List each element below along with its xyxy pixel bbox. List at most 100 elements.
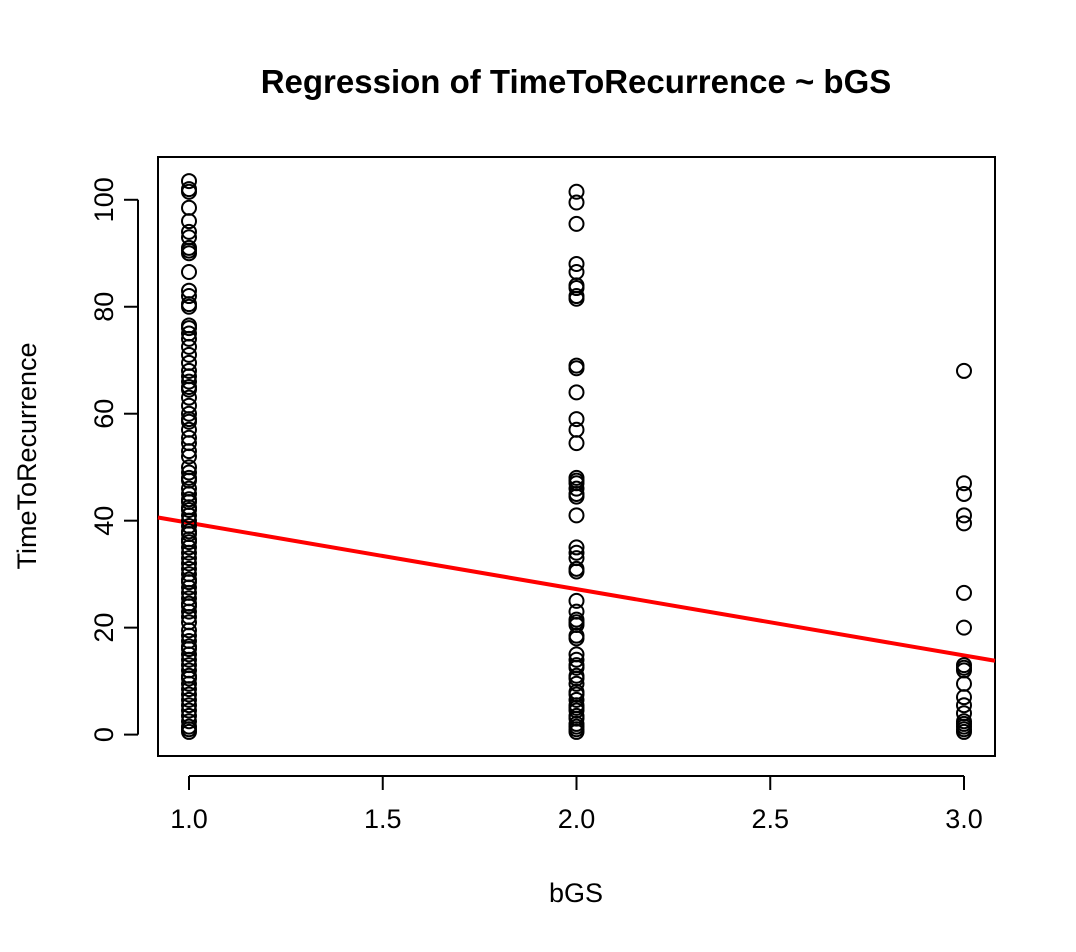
data-point	[568, 255, 585, 272]
data-point	[181, 245, 197, 262]
data-point	[181, 675, 197, 692]
data-point	[568, 215, 585, 232]
data-point	[568, 421, 585, 438]
y-tick-label: 40	[89, 506, 119, 536]
data-point	[181, 697, 197, 714]
plot-area-frame	[157, 156, 996, 757]
data-point	[956, 675, 972, 692]
data-point	[181, 448, 197, 465]
data-point	[956, 515, 972, 532]
data-point	[956, 619, 972, 636]
data-point	[181, 501, 197, 518]
data-point	[181, 183, 197, 200]
data-point	[181, 622, 197, 639]
data-point	[181, 288, 197, 305]
data-point	[181, 320, 197, 337]
data-point	[181, 555, 197, 572]
data-point	[568, 507, 585, 524]
data-point	[181, 338, 197, 355]
data-point	[568, 263, 585, 280]
data-point	[568, 630, 585, 647]
data-point	[568, 592, 585, 609]
data-point	[181, 443, 197, 460]
data-point	[568, 651, 585, 668]
data-point	[568, 659, 585, 676]
data-point	[568, 691, 585, 708]
x-tick-label: 3.0	[945, 804, 983, 834]
data-point	[181, 381, 197, 398]
data-point	[181, 574, 197, 591]
data-point	[956, 723, 972, 740]
data-point	[181, 397, 197, 414]
data-point	[181, 691, 197, 708]
data-point	[956, 507, 972, 524]
data-point	[181, 641, 197, 658]
data-point	[181, 507, 197, 524]
data-point	[181, 373, 197, 390]
data-point	[568, 480, 585, 497]
y-tick-label: 20	[89, 613, 119, 643]
data-point	[568, 411, 585, 428]
data-point	[956, 485, 972, 502]
data-point	[568, 675, 585, 692]
data-point	[568, 183, 585, 200]
data-point	[181, 646, 197, 663]
data-point	[181, 723, 197, 740]
x-tick-label: 1.0	[170, 804, 208, 834]
y-tick-label: 60	[89, 399, 119, 429]
data-point	[956, 362, 972, 379]
data-point	[181, 354, 197, 371]
y-tick-label: 80	[89, 292, 119, 322]
data-point	[181, 534, 197, 551]
data-point	[568, 488, 585, 505]
data-point	[181, 539, 197, 556]
data-point	[956, 475, 972, 492]
data-point	[181, 550, 197, 567]
data-point	[568, 194, 585, 211]
data-point	[181, 421, 197, 438]
data-point	[181, 330, 197, 347]
data-point	[181, 670, 197, 687]
data-point	[181, 173, 197, 190]
data-point	[568, 280, 585, 297]
y-axis-label: TimeToRecurrence	[12, 342, 42, 569]
data-point	[181, 405, 197, 422]
data-point	[181, 544, 197, 561]
regression-layer	[157, 515, 996, 663]
points-layer	[181, 173, 972, 740]
data-point	[568, 360, 585, 377]
x-tick-label: 2.0	[558, 804, 596, 834]
data-point	[181, 413, 197, 430]
data-point	[956, 697, 972, 714]
data-point	[181, 263, 197, 280]
x-tick-label: 1.5	[364, 804, 402, 834]
data-point	[181, 702, 197, 719]
data-point	[568, 544, 585, 561]
data-point	[568, 723, 585, 740]
data-point	[568, 539, 585, 556]
data-point	[181, 651, 197, 668]
data-point	[181, 686, 197, 703]
data-point	[181, 199, 197, 216]
chart-title: Regression of TimeToRecurrence ~ bGS	[261, 63, 892, 100]
data-point	[956, 689, 972, 706]
data-point	[568, 563, 585, 580]
x-axis: 1.0 1.5 2.0 2.5 3.0	[170, 775, 983, 834]
data-point	[181, 713, 197, 730]
data-point	[181, 579, 197, 596]
data-point	[181, 298, 197, 315]
data-point	[568, 435, 585, 452]
y-axis: 0 20 40 60 80 100	[89, 177, 139, 742]
data-point	[181, 603, 197, 620]
data-point	[181, 223, 197, 240]
x-tick-label: 2.5	[751, 804, 789, 834]
data-point	[181, 346, 197, 363]
data-point	[568, 384, 585, 401]
data-point	[181, 362, 197, 379]
data-point	[181, 464, 197, 481]
regression-line	[157, 515, 996, 663]
data-point	[568, 290, 585, 307]
y-tick-label: 100	[89, 177, 119, 222]
x-axis-label: bGS	[549, 878, 603, 908]
